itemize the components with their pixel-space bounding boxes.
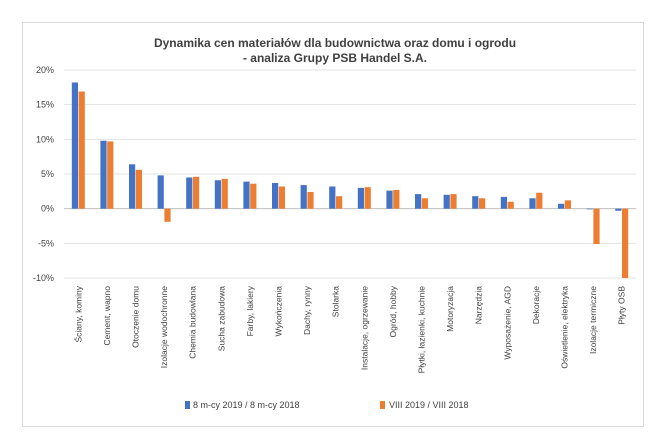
bar-series1	[157, 175, 164, 209]
y-tick-label: 0%	[41, 204, 54, 214]
category-label: Wyposażenie, AGD	[502, 286, 512, 360]
legend: 8 m-cy 2019 / 8 m-cy 2018 VIII 2019 / VII…	[185, 400, 469, 410]
bar-series1	[558, 203, 565, 209]
bar-series1	[529, 198, 536, 209]
bar-series2	[564, 200, 571, 209]
category-label: Narzędzia	[474, 286, 484, 325]
bar-series1	[615, 208, 622, 211]
category-label: Farby, lakiery	[245, 285, 255, 336]
legend-swatch	[185, 401, 190, 409]
y-tick-label: -10%	[33, 273, 54, 283]
category-label: Otoczenie domu	[131, 286, 141, 348]
y-tick-label: 10%	[36, 134, 54, 144]
bar-series2	[221, 178, 228, 209]
bar-series2	[278, 186, 285, 209]
bar-series2	[250, 183, 257, 209]
bar-series2	[193, 176, 200, 209]
bar-series2	[536, 192, 543, 209]
bar-series1	[186, 177, 193, 209]
bar-series1	[586, 208, 593, 210]
bar-series1	[129, 164, 136, 209]
x-axis: Ściany, kominy Cement, wapno Otoczenie dom…	[72, 285, 626, 373]
bar-series2	[421, 198, 428, 209]
gridlines	[64, 69, 636, 279]
category-label: Wykończenia	[274, 286, 284, 337]
category-label: Instalacje, ogrzewanie	[359, 286, 369, 370]
bar-series1	[415, 194, 422, 209]
bar-series2	[78, 91, 85, 209]
y-tick-label: 15%	[36, 100, 54, 110]
bar-series2	[622, 208, 629, 278]
bar-series1	[357, 187, 364, 209]
bar-series2	[450, 194, 457, 209]
bar-series2	[393, 189, 400, 209]
chart-frame	[22, 22, 644, 427]
bar-series1	[500, 196, 507, 209]
y-tick-label: -5%	[38, 238, 54, 248]
chart-title: Dynamika cen materiałów dla budownictwa …	[153, 36, 517, 50]
bar-series1	[386, 190, 393, 209]
bar-series1	[100, 140, 107, 209]
bar-series1	[272, 183, 279, 209]
category-label: Cement, wapno	[102, 286, 112, 346]
bar-series1	[300, 185, 307, 209]
y-tick-label: 20%	[36, 65, 54, 75]
category-label: Ściany, kominy	[72, 285, 83, 342]
bar-series1	[443, 194, 450, 209]
y-tick-label: 5%	[41, 169, 54, 179]
bar-series1	[472, 196, 479, 209]
bar-series2	[135, 169, 142, 209]
bar-series2	[164, 208, 171, 222]
category-label: Płytki, łazienki, kuchnie	[417, 286, 427, 374]
bar-series1	[71, 82, 78, 209]
bar-series2	[593, 208, 600, 245]
bar-series1	[214, 180, 221, 209]
category-label: Motoryzacja	[445, 286, 455, 332]
legend-swatch	[380, 401, 385, 409]
category-label: Płyty OSB	[617, 286, 627, 325]
category-label: Izolacje wodochronne	[159, 286, 169, 368]
bar-series2	[507, 201, 514, 209]
category-label: Chemia budowlana	[188, 286, 198, 359]
chart-subtitle: - analiza Grupy PSB Handel S.A.	[242, 51, 428, 65]
bars	[71, 82, 629, 278]
category-label: Sucha zabudowa	[216, 286, 226, 351]
bar-series1	[243, 181, 250, 209]
bar-series2	[479, 198, 486, 209]
category-label: Stolarka	[331, 286, 341, 317]
chart-title-block: Dynamika cen materiałów dla budownictwa …	[0, 36, 670, 66]
category-label: Oświetlenie, elektryka	[560, 286, 570, 369]
category-label: Dachy, rynny	[302, 285, 312, 335]
y-axis: 20% 15% 10% 5% 0% -5% -10%	[33, 65, 54, 283]
bar-series1	[329, 186, 336, 209]
bar-series2	[336, 196, 343, 209]
category-label: Izolacje termiczne	[588, 286, 598, 354]
legend-label: VIII 2019 / VIII 2018	[389, 400, 469, 410]
category-label: Ogród, hobby	[388, 285, 398, 337]
bar-series2	[307, 192, 314, 209]
bar-series2	[107, 141, 114, 209]
category-label: Dekoracje	[531, 286, 541, 325]
bar-series2	[364, 187, 371, 209]
legend-label: 8 m-cy 2019 / 8 m-cy 2018	[193, 400, 300, 410]
